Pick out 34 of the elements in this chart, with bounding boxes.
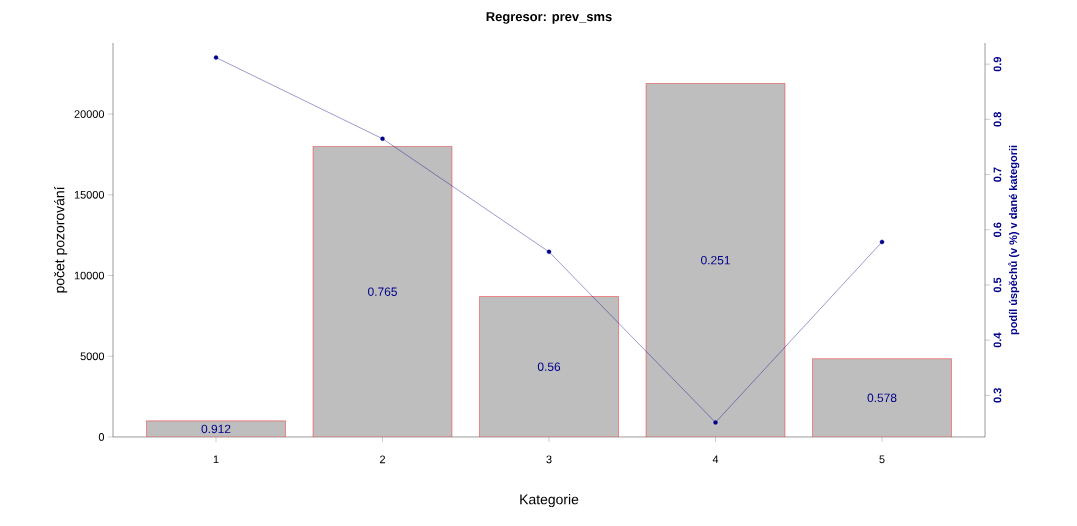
y-tick-label: 15000: [74, 190, 105, 199]
y2-tick-label: 0.6: [993, 222, 1002, 237]
y2-tick-label: 0.9: [993, 56, 1002, 72]
annotation: 0.765: [368, 287, 397, 296]
point: [713, 420, 718, 425]
annotation: 0.56: [537, 362, 561, 371]
x-tick-label: 2: [380, 455, 386, 464]
y-axis-title: počet pozorování: [54, 186, 68, 293]
point: [213, 55, 219, 60]
point: [879, 239, 885, 245]
x-tick-label: 5: [879, 455, 885, 464]
x-tick-label: 1: [213, 455, 219, 464]
bar: [479, 296, 619, 437]
point: [546, 249, 552, 255]
y-tick-label: 10000: [74, 271, 105, 280]
bar: [146, 420, 286, 437]
y2-tick-label: 0.3: [993, 388, 1002, 403]
x-tick-label: 4: [712, 455, 719, 464]
annotation: 0.912: [201, 424, 231, 434]
chart-title: Regresor: prev_sms: [486, 12, 612, 24]
y-tick-label: 5000: [80, 352, 105, 361]
y2-tick-label: 0.8: [993, 112, 1002, 127]
y2-tick-label: 0.4: [993, 332, 1002, 348]
y-tick-label: 20000: [74, 110, 105, 118]
y-tick-label: 0: [98, 433, 105, 441]
x-axis-title: Kategorie: [520, 494, 579, 508]
point: [380, 136, 385, 141]
x-tick-label: 3: [546, 455, 552, 464]
y2-tick-label: 0.5: [993, 277, 1002, 293]
y2-axis-title: podíl úspěchů (v %) v dané kategorii: [1008, 145, 1020, 335]
y2-tick-label: 0.7: [993, 167, 1002, 182]
annotation: 0.251: [701, 255, 730, 265]
bar: [812, 358, 952, 437]
annotation: 0.578: [867, 393, 897, 403]
